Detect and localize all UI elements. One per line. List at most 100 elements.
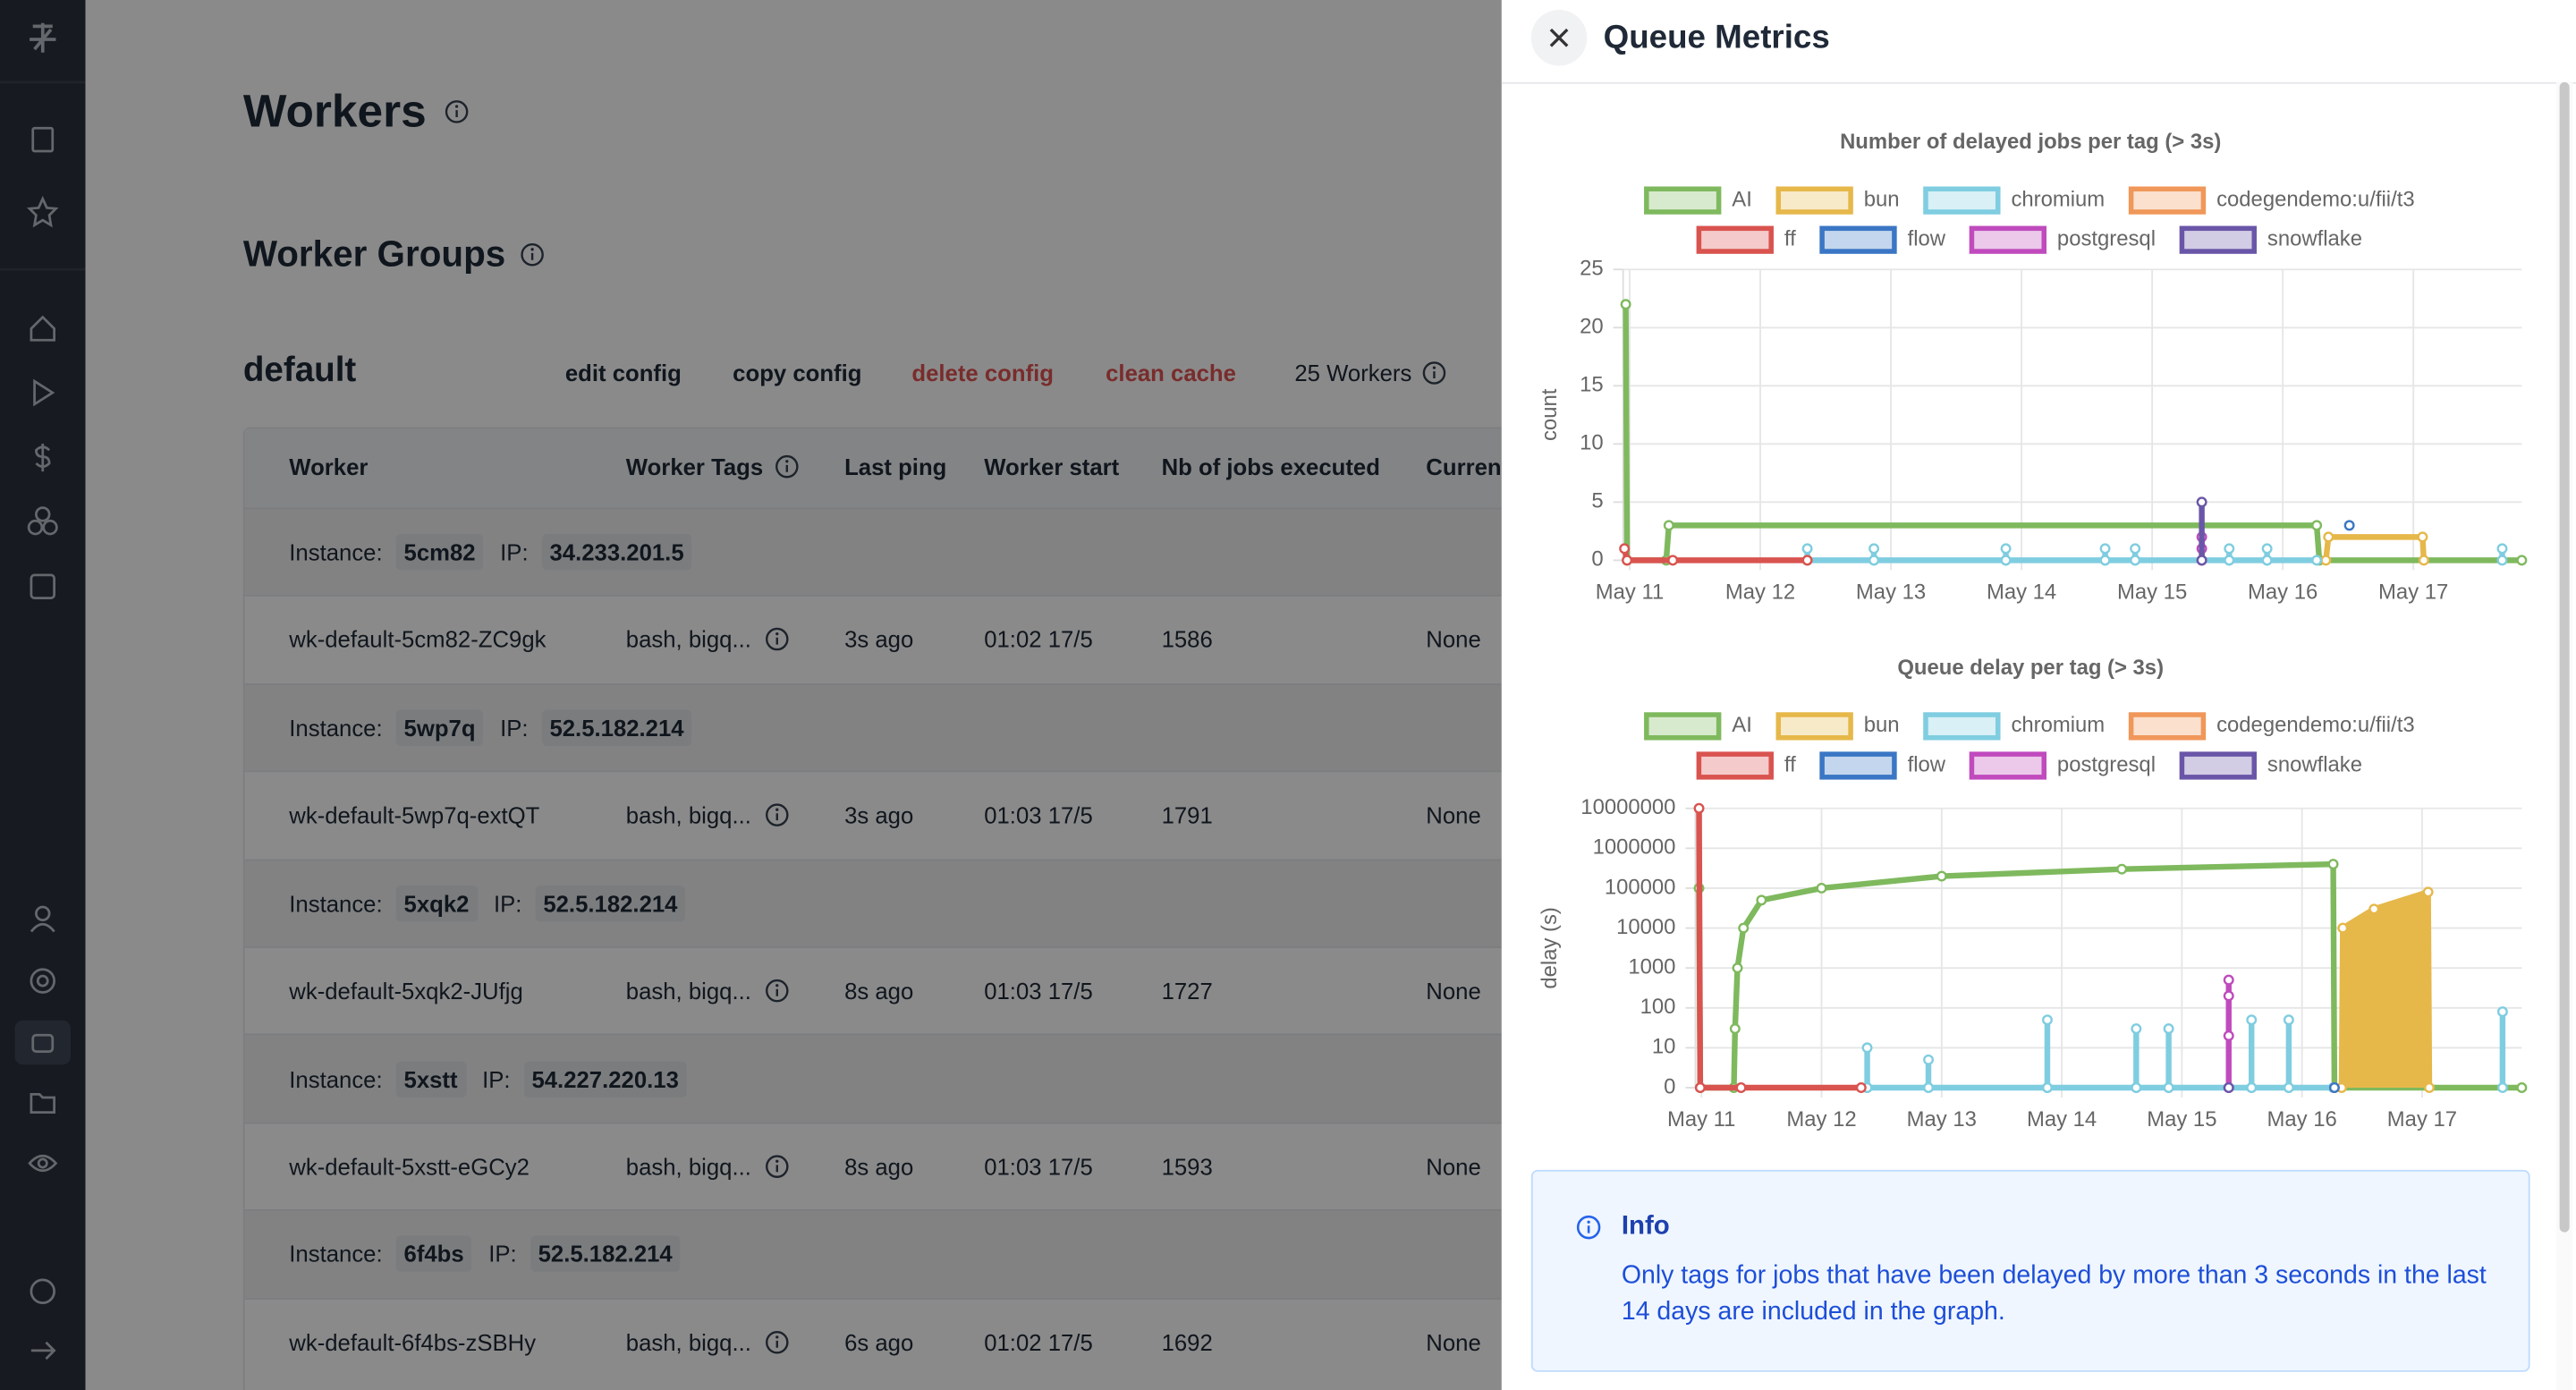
data-point xyxy=(2328,1082,2340,1093)
table-cell: wk-default-5cm82-ZC9gk xyxy=(289,627,546,653)
info-icon[interactable] xyxy=(765,1153,791,1179)
legend-label: codegendemo:u/fii/t3 xyxy=(2216,713,2415,737)
instance-id: 5xqk2 xyxy=(395,885,478,922)
nav-icon[interactable] xyxy=(30,315,55,342)
legend-label: AI xyxy=(1732,713,1752,737)
cell-text: None xyxy=(1426,977,1481,1004)
series-area xyxy=(2341,892,2429,1089)
info-icon[interactable] xyxy=(765,627,791,653)
instance-label: Instance: xyxy=(289,890,383,917)
legend-label: ff xyxy=(1784,752,1796,776)
legend-item[interactable]: bun xyxy=(1775,186,1900,215)
nav-icon[interactable] xyxy=(33,378,55,407)
table-cell: bash, bigq... xyxy=(626,1328,791,1355)
info-icon[interactable] xyxy=(519,242,545,267)
legend-item[interactable]: flow xyxy=(1819,225,1946,254)
legend-item[interactable]: codegendemo:u/fii/t3 xyxy=(2128,186,2415,215)
legend-swatch xyxy=(1923,186,2001,215)
nav-icon[interactable] xyxy=(30,1092,55,1114)
legend-item[interactable]: chromium xyxy=(1923,186,2105,215)
nav-icon[interactable] xyxy=(27,195,59,228)
legend-label: bun xyxy=(1864,187,1900,211)
data-point xyxy=(2496,1006,2508,1018)
data-point xyxy=(2224,543,2235,555)
group-action[interactable]: edit config xyxy=(564,360,682,386)
info-icon[interactable] xyxy=(765,802,791,828)
table-cell: 1692 xyxy=(1162,1328,1213,1354)
data-point xyxy=(2327,859,2339,870)
legend-item[interactable]: codegendemo:u/fii/t3 xyxy=(2128,712,2415,741)
cell-text: 3s ago xyxy=(844,801,914,829)
legend-label: postgresql xyxy=(2057,226,2156,250)
table-cell: bash, bigq... xyxy=(626,978,791,1004)
table-cell: 1593 xyxy=(1162,1153,1213,1179)
chart-title: Queue delay per tag (> 3s) xyxy=(1897,656,2164,680)
table-cell: 3s ago xyxy=(844,802,913,828)
table-cell: wk-default-6f4bs-zSBHy xyxy=(289,1328,536,1354)
section-title: Worker Groups xyxy=(242,233,506,275)
data-point xyxy=(2311,520,2323,531)
info-icon[interactable] xyxy=(1421,360,1447,386)
nav-icon[interactable] xyxy=(35,443,51,472)
data-point xyxy=(2283,1082,2294,1093)
info-icon[interactable] xyxy=(443,98,469,124)
scrollbar-thumb[interactable] xyxy=(2559,81,2570,1233)
nav-active[interactable] xyxy=(14,1020,71,1065)
info-icon[interactable] xyxy=(773,453,799,479)
legend-item[interactable]: postgresql xyxy=(1969,225,2156,254)
legend-swatch xyxy=(2179,225,2257,254)
legend-item[interactable]: snowflake xyxy=(2179,751,2362,780)
data-point xyxy=(2196,496,2207,508)
close-button[interactable] xyxy=(1530,10,1590,69)
workers-count-text: 25 Workers xyxy=(1294,360,1412,386)
table-cell: 3s ago xyxy=(844,627,913,653)
nav-icon[interactable] xyxy=(28,1154,58,1173)
x-tick-label: May 14 xyxy=(2027,1107,2097,1131)
legend-swatch xyxy=(2128,186,2207,215)
legend-item[interactable]: ff xyxy=(1696,751,1796,780)
info-title: Info xyxy=(1621,1212,1670,1241)
info-icon[interactable] xyxy=(765,978,791,1004)
legend-item[interactable]: postgresql xyxy=(1969,751,2156,780)
nav-icon[interactable] xyxy=(35,506,51,522)
group-action[interactable]: copy config xyxy=(733,360,862,386)
legend-item[interactable]: bun xyxy=(1775,712,1900,741)
legend-item[interactable]: flow xyxy=(1819,751,1946,780)
legend-item[interactable]: AI xyxy=(1644,712,1752,741)
data-point xyxy=(1816,882,1827,894)
cell-text: wk-default-6f4bs-zSBHy xyxy=(289,1328,537,1355)
table-cell: wk-default-5wp7q-extQT xyxy=(289,802,539,828)
data-point xyxy=(2223,1082,2234,1093)
info-icon[interactable] xyxy=(765,1328,791,1354)
legend-item[interactable]: snowflake xyxy=(2179,225,2362,254)
y-tick-label: 20 xyxy=(1580,315,1604,339)
nav-icon[interactable] xyxy=(31,126,55,153)
page-title: Workers xyxy=(242,85,427,137)
nav-icon[interactable] xyxy=(30,1278,55,1305)
series-line xyxy=(1864,1012,2506,1091)
scrollbar-track[interactable] xyxy=(2555,81,2573,1390)
legend-label: postgresql xyxy=(2057,752,2156,776)
nav-icon[interactable] xyxy=(35,905,51,922)
info-box: Info Only tags for jobs that have been d… xyxy=(1530,1169,2530,1372)
data-point xyxy=(2343,520,2355,531)
y-axis-label: delay (s) xyxy=(1538,907,1562,989)
legend-swatch xyxy=(1644,712,1722,741)
series-line xyxy=(1696,808,1861,1091)
legend-item[interactable]: chromium xyxy=(1923,712,2105,741)
ip-label: IP: xyxy=(488,1241,517,1267)
nav-icon[interactable] xyxy=(31,1033,55,1053)
data-point xyxy=(2000,543,2012,555)
column-header: Current xyxy=(1426,453,1509,479)
data-point xyxy=(1619,543,1631,555)
group-action[interactable]: delete config xyxy=(911,360,1055,386)
nav-icon[interactable] xyxy=(36,974,49,987)
column-title: Worker xyxy=(289,453,369,480)
cell-text: 8s ago xyxy=(844,1153,914,1180)
logo[interactable] xyxy=(30,22,56,53)
nav-icon[interactable] xyxy=(30,1341,56,1360)
legend-item[interactable]: ff xyxy=(1696,225,1796,254)
legend-item[interactable]: AI xyxy=(1644,186,1752,215)
group-action[interactable]: clean cache xyxy=(1106,360,1236,386)
nav-icon[interactable] xyxy=(30,573,55,600)
